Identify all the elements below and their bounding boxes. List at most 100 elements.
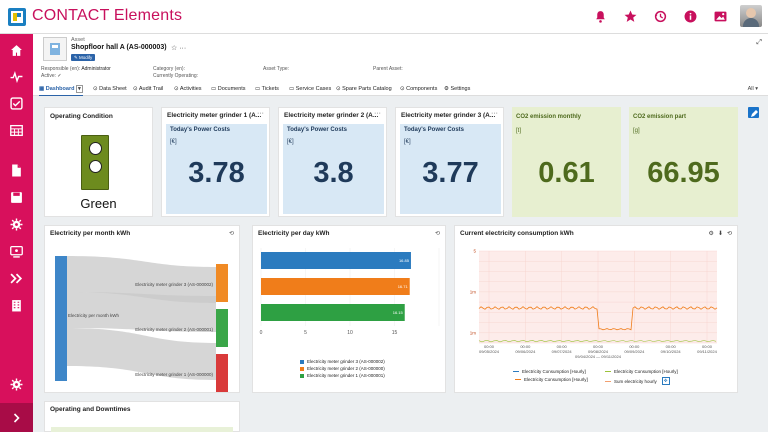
refresh-icon[interactable]: ⟲: [228, 231, 234, 237]
bar-chart-title: Electricity per day kWh: [258, 230, 330, 237]
series-line: [478, 306, 718, 331]
image-icon[interactable]: [710, 6, 730, 26]
tile-title: Electricity meter grinder 3 (A...: [401, 112, 496, 119]
asset-type-field: Asset Type:: [263, 66, 290, 72]
x-tick-label: 09/08/2024: [588, 349, 609, 354]
card-menu-icon[interactable]: ···: [491, 110, 498, 117]
tile-unit: [€]: [170, 139, 177, 145]
monitor-icon[interactable]: [0, 239, 33, 263]
tab-spare-parts-catalog[interactable]: ⊙ Spare Parts Catalog: [336, 86, 392, 92]
x-tick-label: 5: [304, 330, 307, 336]
building-icon[interactable]: [0, 293, 33, 317]
x-range-label: 09/04/2024 — 09/11/2024: [575, 354, 622, 359]
tile-value: 66.95: [647, 157, 720, 189]
document-icon[interactable]: [0, 158, 33, 182]
legend-item[interactable]: Sum electricity hourly ✥: [605, 377, 670, 385]
card-menu-icon[interactable]: ···: [257, 110, 264, 117]
sankey-target-label: Electricity meter grinder 2 (AS-000001): [135, 327, 213, 332]
legend-item[interactable]: Electricity Consumption [Hourly]: [513, 369, 586, 374]
asset-type-label: Asset: [71, 37, 85, 43]
settings-gear-icon[interactable]: [0, 212, 33, 236]
power-cost-tile: Today's Power Costs [€] 3.8: [283, 124, 384, 214]
expand-header-icon[interactable]: ⤢: [756, 39, 762, 46]
tile-value: 3.8: [313, 157, 354, 189]
legend-item[interactable]: Electricity Consumption [Hourly]: [605, 369, 678, 374]
edit-dashboard-button[interactable]: [748, 107, 759, 118]
asset-favorite-menu[interactable]: ☆ ···: [171, 45, 187, 52]
save-icon[interactable]: [0, 185, 33, 209]
app-title: CONTACT Elements: [32, 7, 183, 24]
power-cost-tile: Today's Power Costs [€] 3.78: [166, 124, 267, 214]
tab-components[interactable]: ⊙ Components: [400, 86, 438, 92]
downtimes-title: Operating and Downtimes: [50, 406, 131, 413]
refresh-icon[interactable]: ⟲: [726, 231, 732, 237]
power-cost-card-3: Electricity meter grinder 3 (A... ··· To…: [395, 107, 504, 217]
asset-header: Asset Shopfloor hall A (AS-000003) ☆ ···…: [33, 34, 768, 82]
tab-audit-trail[interactable]: ⊙ Audit Trail: [133, 86, 164, 92]
tab-tickets[interactable]: ▭ Tickets: [255, 86, 279, 92]
activity-icon[interactable]: [0, 64, 33, 88]
legend-item[interactable]: Electricity meter grinder 1 (AS-000001): [300, 373, 385, 378]
x-tick-label: 09/09/2024: [624, 349, 645, 354]
refresh-icon[interactable]: ⟲: [434, 231, 440, 237]
bar: [261, 304, 405, 321]
expand-arrow-icon[interactable]: [0, 403, 33, 432]
gear-icon[interactable]: ⚙: [708, 231, 714, 237]
home-icon[interactable]: [0, 38, 33, 62]
legend-item[interactable]: Electricity Consumption [Hourly]: [515, 377, 588, 382]
modify-button[interactable]: ✎ Modify: [71, 54, 96, 61]
x-tick-label: 00:00: [593, 344, 604, 349]
power-cost-card-1: Electricity meter grinder 1 (A... ··· To…: [161, 107, 270, 217]
x-tick-label: 09/06/2024: [515, 349, 536, 354]
sankey-chart: Electricity per month kWh Electricity me…: [55, 256, 228, 392]
tab-documents[interactable]: ▭ Documents: [211, 86, 246, 92]
bar-value-label: 16.85: [399, 258, 410, 263]
tab-service-cases[interactable]: ▭ Service Cases: [289, 86, 332, 92]
tab-dashboard[interactable]: ▦ Dashboard ▾: [39, 82, 83, 96]
sankey-flow: [67, 292, 216, 332]
tile-label: Today's Power Costs: [287, 127, 347, 133]
tab-activities[interactable]: ⊙ Activities: [174, 86, 202, 92]
category-field: Category (en):: [153, 66, 185, 72]
forward-icon[interactable]: [0, 266, 33, 290]
star-icon[interactable]: [620, 6, 640, 26]
user-avatar[interactable]: [740, 5, 762, 27]
electricity-day-card: Electricity per day kWh ⟲ 16.85 16.71 16.1…: [252, 225, 446, 393]
x-tick-label: 00:00: [484, 344, 495, 349]
bell-icon[interactable]: [590, 6, 610, 26]
sankey-target-node: [216, 309, 228, 347]
x-tick-label: 09/07/2024: [552, 349, 573, 354]
tile-label: Today's Power Costs: [170, 127, 230, 133]
line-chart-title: Current electricity consumption kWh: [460, 230, 574, 237]
app-logo-icon[interactable]: [8, 8, 26, 26]
power-cost-tile: Today's Power Costs [€] 3.77: [400, 124, 501, 214]
x-tick-label: 00:00: [520, 344, 531, 349]
parent-asset-field: Parent Asset:: [373, 66, 403, 72]
asset-thumbnail[interactable]: [43, 37, 67, 61]
x-tick-label: 09/11/2024: [697, 349, 717, 354]
tile-unit: [€]: [287, 139, 294, 145]
operating-condition-status: Green: [80, 196, 117, 211]
legend-item[interactable]: Electricity meter grinder 2 (AS-000000): [300, 366, 385, 371]
sankey-flow: [67, 328, 216, 380]
bar-chart: 16.85 16.71 16.15 0 5 10 15: [260, 248, 440, 336]
card-menu-icon[interactable]: ···: [374, 110, 381, 117]
tile-unit: [€]: [404, 139, 411, 145]
tile-unit: [t]: [516, 128, 522, 134]
sankey-flow: [67, 256, 216, 303]
tile-label: Today's Power Costs: [404, 127, 464, 133]
info-icon[interactable]: [680, 6, 700, 26]
tab-data-sheet[interactable]: ⊙ Data Sheet: [93, 86, 127, 92]
table-icon[interactable]: [0, 118, 33, 142]
tab-all-dropdown[interactable]: All ▾: [747, 86, 758, 92]
pin-icon[interactable]: ⬇: [717, 231, 723, 237]
sankey-title: Electricity per month kWh: [50, 230, 131, 237]
tab-settings[interactable]: ⚙ Settings: [444, 86, 471, 92]
chart-options-icon[interactable]: ✥: [661, 377, 670, 385]
tile-value: 3.78: [188, 157, 245, 189]
checklist-icon[interactable]: [0, 91, 33, 115]
gear-icon[interactable]: [0, 372, 33, 396]
legend-item[interactable]: Electricity meter grinder 3 (AS-000002): [300, 359, 385, 364]
active-field: Active: ✓: [41, 73, 62, 79]
history-icon[interactable]: [650, 6, 670, 26]
